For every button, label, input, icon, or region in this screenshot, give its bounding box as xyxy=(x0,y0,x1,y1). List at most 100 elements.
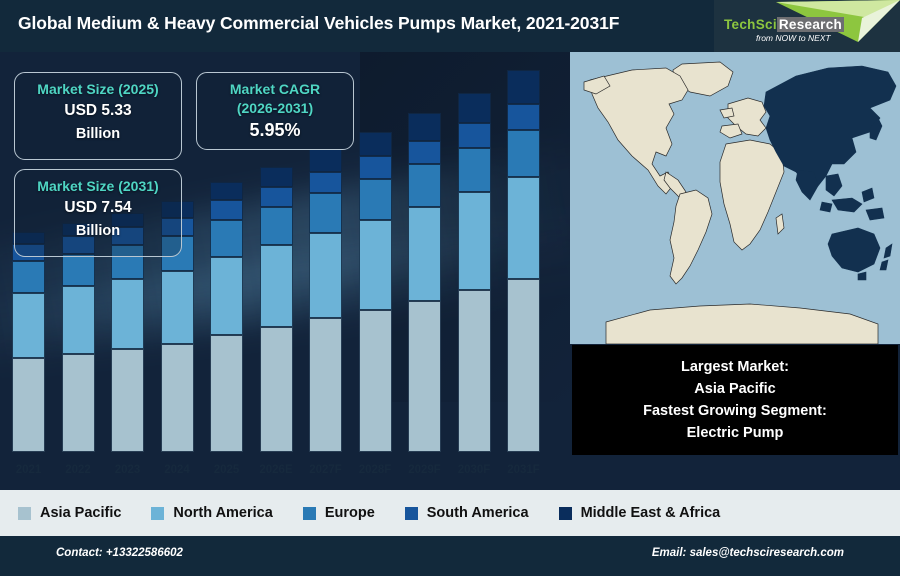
insight-fastest-segment-value: Electric Pump xyxy=(686,425,784,441)
bar-segment-south-america[interactable] xyxy=(210,200,243,221)
bar-segment-middle-east-africa[interactable] xyxy=(259,166,293,187)
legend-label: Europe xyxy=(324,505,375,521)
bar-segment-europe[interactable] xyxy=(408,164,441,207)
legend-item-north-america[interactable]: North America xyxy=(151,505,273,521)
bar-segment-europe[interactable] xyxy=(358,179,392,221)
bar-segment-asia-pacific[interactable] xyxy=(160,343,194,452)
bar-segment-north-america[interactable] xyxy=(507,176,540,280)
bar-segment-europe[interactable] xyxy=(210,220,243,257)
bar-segment-asia-pacific[interactable] xyxy=(259,326,293,452)
bar-2027F[interactable] xyxy=(309,149,342,452)
bar-segment-middle-east-africa[interactable] xyxy=(61,223,95,237)
stat-subtitle-market-cagr: (2026-2031) xyxy=(236,100,314,116)
bar-segment-asia-pacific[interactable] xyxy=(111,349,144,452)
bar-segment-europe[interactable] xyxy=(259,207,293,246)
header-bar: Global Medium & Heavy Commercial Vehicle… xyxy=(0,0,900,52)
legend-item-asia-pacific[interactable]: Asia Pacific xyxy=(18,505,121,521)
legend-item-europe[interactable]: Europe xyxy=(302,505,375,521)
key-insights-box: Largest Market: Asia Pacific Fastest Gro… xyxy=(572,345,898,455)
legend-swatch-icon xyxy=(558,506,572,520)
bar-segment-asia-pacific[interactable] xyxy=(507,279,540,452)
bar-segment-south-america[interactable] xyxy=(408,140,441,165)
bar-segment-south-america[interactable] xyxy=(61,236,95,255)
stat-value-market-size-2025: USD 5.33 xyxy=(64,102,132,119)
bar-segment-middle-east-africa[interactable] xyxy=(210,182,243,201)
stat-unit-market-size-2025: Billion xyxy=(75,126,121,142)
bar-segment-south-america[interactable] xyxy=(111,227,144,246)
stat-card-market-size-2025: Market Size (2025) USD 5.33 Billion xyxy=(14,72,182,160)
bar-segment-europe[interactable] xyxy=(457,147,491,193)
x-axis-label-2021: 2021 xyxy=(15,464,42,476)
bar-segment-south-america[interactable] xyxy=(259,186,293,208)
bar-segment-europe[interactable] xyxy=(507,129,540,177)
bar-segment-north-america[interactable] xyxy=(309,232,342,319)
bar-segment-middle-east-africa[interactable] xyxy=(358,131,392,157)
x-axis-label-2028F: 2028F xyxy=(358,464,392,476)
bar-segment-europe[interactable] xyxy=(61,254,95,287)
legend-label: Asia Pacific xyxy=(40,505,122,521)
bar-segment-north-america[interactable] xyxy=(457,192,491,291)
bar-2022[interactable] xyxy=(61,223,95,452)
bar-segment-north-america[interactable] xyxy=(408,206,441,301)
bar-segment-north-america[interactable] xyxy=(111,278,144,350)
bar-2023[interactable] xyxy=(111,212,144,452)
bar-2028F[interactable] xyxy=(358,131,392,452)
bar-segment-south-america[interactable] xyxy=(457,122,491,148)
stat-value-market-cagr: 5.95% xyxy=(249,120,301,140)
stat-title-market-size-2031: Market Size (2031) xyxy=(37,178,159,194)
bar-segment-europe[interactable] xyxy=(111,245,144,279)
bar-segment-south-america[interactable] xyxy=(160,217,194,237)
stat-card-market-cagr: Market CAGR (2026-2031) 5.95% xyxy=(196,72,354,150)
bar-segment-middle-east-africa[interactable] xyxy=(111,212,144,228)
bar-segment-north-america[interactable] xyxy=(358,220,392,310)
bar-segment-north-america[interactable] xyxy=(61,286,95,355)
chart-bars-layer xyxy=(0,52,570,452)
bar-segment-south-america[interactable] xyxy=(358,156,392,180)
bar-segment-middle-east-africa[interactable] xyxy=(457,92,491,123)
bar-2021[interactable] xyxy=(12,231,45,452)
bar-segment-north-america[interactable] xyxy=(210,256,243,335)
bar-segment-asia-pacific[interactable] xyxy=(408,300,441,452)
bar-2030F[interactable] xyxy=(457,92,491,452)
bar-2029F[interactable] xyxy=(408,112,441,452)
bar-segment-middle-east-africa[interactable] xyxy=(160,201,194,218)
bar-segment-middle-east-africa[interactable] xyxy=(408,112,441,141)
bar-segment-north-america[interactable] xyxy=(259,245,293,327)
x-axis-label-2023: 2023 xyxy=(114,464,141,476)
bar-2031F[interactable] xyxy=(507,70,540,452)
footer-contact: Contact: +13322586602 xyxy=(56,547,183,559)
bar-segment-europe[interactable] xyxy=(309,193,342,233)
bar-segment-north-america[interactable] xyxy=(160,270,194,344)
bar-segment-south-america[interactable] xyxy=(309,171,342,194)
bar-2026E[interactable] xyxy=(259,166,293,452)
map-highlight-asia-pacific[interactable] xyxy=(763,65,897,281)
bar-segment-asia-pacific[interactable] xyxy=(12,358,45,452)
logo-tagline: from NOW to NEXT xyxy=(756,33,831,43)
legend-swatch-icon xyxy=(18,506,31,520)
legend-label: South America xyxy=(426,505,529,521)
bar-segment-europe[interactable] xyxy=(12,261,45,293)
legend-swatch-icon xyxy=(302,506,316,520)
bar-segment-middle-east-africa[interactable] xyxy=(309,149,342,172)
x-axis-label-2027F: 2027F xyxy=(309,464,342,476)
chart-legend: Asia Pacific North America Europe South Ame… xyxy=(0,490,900,536)
footer-bar: Contact: +13322586602 Email: sales@techs… xyxy=(0,536,900,576)
legend-item-middle-east-africa[interactable]: Middle East & Africa xyxy=(558,505,720,521)
bar-segment-middle-east-africa[interactable] xyxy=(507,70,540,104)
bar-2025[interactable] xyxy=(210,182,243,452)
techsci-logo[interactable]: TechSci Research from NOW to NEXT xyxy=(714,0,900,52)
bar-segment-north-america[interactable] xyxy=(12,292,45,359)
bar-2024[interactable] xyxy=(160,201,194,452)
legend-item-south-america[interactable]: South America xyxy=(404,505,529,521)
bar-segment-asia-pacific[interactable] xyxy=(358,309,392,452)
bar-segment-asia-pacific[interactable] xyxy=(309,318,342,452)
bar-segment-south-america[interactable] xyxy=(507,103,540,130)
stat-title-market-cagr: Market CAGR xyxy=(229,81,321,97)
bar-segment-middle-east-africa[interactable] xyxy=(12,231,45,244)
stat-value-market-size-2031: USD 7.54 xyxy=(64,199,132,216)
bar-segment-asia-pacific[interactable] xyxy=(457,290,491,452)
bar-segment-asia-pacific[interactable] xyxy=(61,354,95,452)
bar-segment-asia-pacific[interactable] xyxy=(210,334,243,452)
stacked-bar-chart: 2021 2022 2023 2024 2025 2026E 2027F 2028F 2029F… xyxy=(0,52,570,490)
